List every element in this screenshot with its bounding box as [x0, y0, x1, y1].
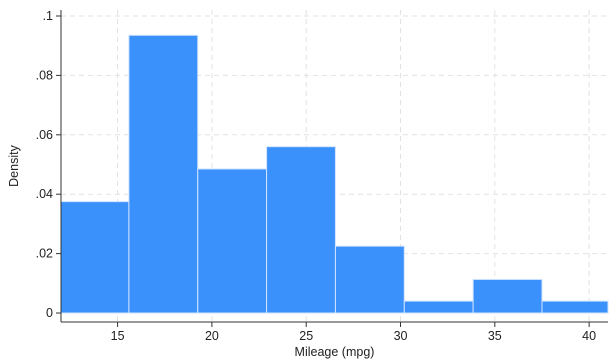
- histogram-bar: [128, 34, 199, 314]
- ticks: 15 20 25 30 35 40 0 .02 .04 .06 .08 .1: [36, 9, 597, 343]
- histogram-bar: [472, 278, 543, 314]
- histogram-bar: [541, 300, 609, 314]
- y-tick-label: 0: [46, 306, 53, 320]
- histogram-bar: [266, 146, 336, 314]
- x-tick-label: 15: [111, 329, 125, 343]
- x-tick-label: 25: [299, 329, 313, 343]
- y-axis-title: Density: [7, 144, 21, 186]
- x-tick-label: 35: [488, 329, 502, 343]
- x-axis-title: Mileage (mpg): [295, 345, 375, 359]
- x-tick-label: 20: [205, 329, 219, 343]
- y-tick-label: .1: [43, 9, 53, 23]
- histogram-bar: [60, 201, 130, 314]
- bars: [60, 34, 609, 314]
- y-tick-label: .08: [36, 68, 53, 82]
- y-tick-label: .06: [36, 128, 53, 142]
- histogram-bar: [197, 168, 268, 314]
- x-tick-label: 40: [582, 329, 596, 343]
- y-tick-label: .04: [36, 187, 53, 201]
- axes: [60, 10, 608, 323]
- histogram-bar: [334, 245, 405, 314]
- x-tick-label: 30: [394, 329, 408, 343]
- y-tick-label: .02: [36, 247, 53, 261]
- histogram-bar: [403, 300, 474, 314]
